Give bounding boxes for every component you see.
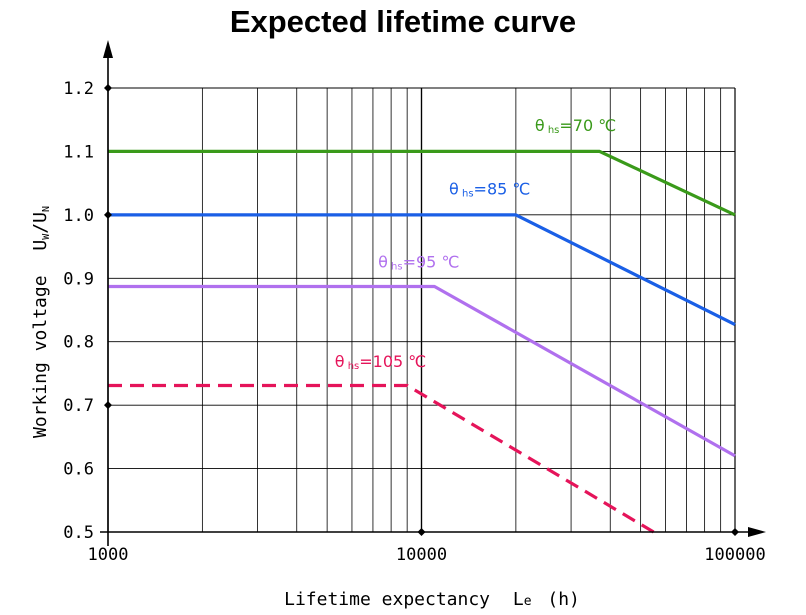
y-axis-sub-n: N <box>41 206 52 212</box>
y-tick-label: 1.2 <box>63 79 94 99</box>
series-annotations: θ hs=70 ℃ θ hs=85 ℃ θ hs=95 ℃ θ hs=105 ℃ <box>335 116 617 372</box>
grid <box>107 87 736 533</box>
axis-marker <box>104 401 112 410</box>
axis-marker <box>417 528 426 536</box>
y-tick-label: 1.0 <box>63 206 94 226</box>
x-axis-arrow <box>748 527 766 537</box>
y-axis-symbol: U <box>30 240 51 251</box>
series-lines <box>108 149 736 534</box>
series-line-1 <box>108 213 736 327</box>
y-tick-label: 0.7 <box>63 396 94 416</box>
x-axis-label-text: Lifetime expectancy <box>284 589 490 610</box>
axis-marker <box>731 528 739 536</box>
series-annotation-0: θ hs=70 ℃ <box>535 116 616 136</box>
x-axis-symbol: L <box>513 589 524 610</box>
y-tick-label: 1.1 <box>63 142 94 162</box>
x-tick-label: 1000 <box>88 545 129 565</box>
y-tick-label: 0.6 <box>63 460 94 480</box>
series-line-2 <box>108 284 736 458</box>
series-annotation-1: θ hs=85 ℃ <box>449 180 530 200</box>
series-annotation-2: θ hs=95 ℃ <box>378 253 459 273</box>
y-tick-label: 0.8 <box>63 333 94 353</box>
x-axis-label: Lifetime expectancy Le (h) <box>284 589 580 610</box>
y-tick-label: 0.9 <box>63 269 94 289</box>
axes <box>100 40 766 546</box>
y-axis-arrow <box>103 40 113 58</box>
y-axis-label-text: Working voltage <box>30 275 51 438</box>
axis-marker <box>104 84 112 92</box>
x-tick-label: 10000 <box>396 545 447 565</box>
series-annotation-3: θ hs=105 ℃ <box>335 352 427 372</box>
chart-title: Expected lifetime curve <box>229 4 577 39</box>
x-tick-label: 100000 <box>704 545 765 565</box>
y-tick-label: 0.5 <box>63 523 94 543</box>
y-axis-sep: /U <box>30 212 51 234</box>
series-line-3 <box>108 383 655 534</box>
x-axis-unit: (h) <box>547 589 580 610</box>
tick-labels: 0.5 0.6 0.7 0.8 0.9 1.0 1.1 1.2 1000 10000 100000 <box>63 79 765 565</box>
x-axis-symbol-sub: e <box>524 594 532 609</box>
series-line-0 <box>108 149 736 217</box>
axis-marker <box>104 210 112 219</box>
y-axis-sub-w: W <box>41 233 52 240</box>
y-axis-label: Working voltage UW/UN <box>30 206 52 438</box>
